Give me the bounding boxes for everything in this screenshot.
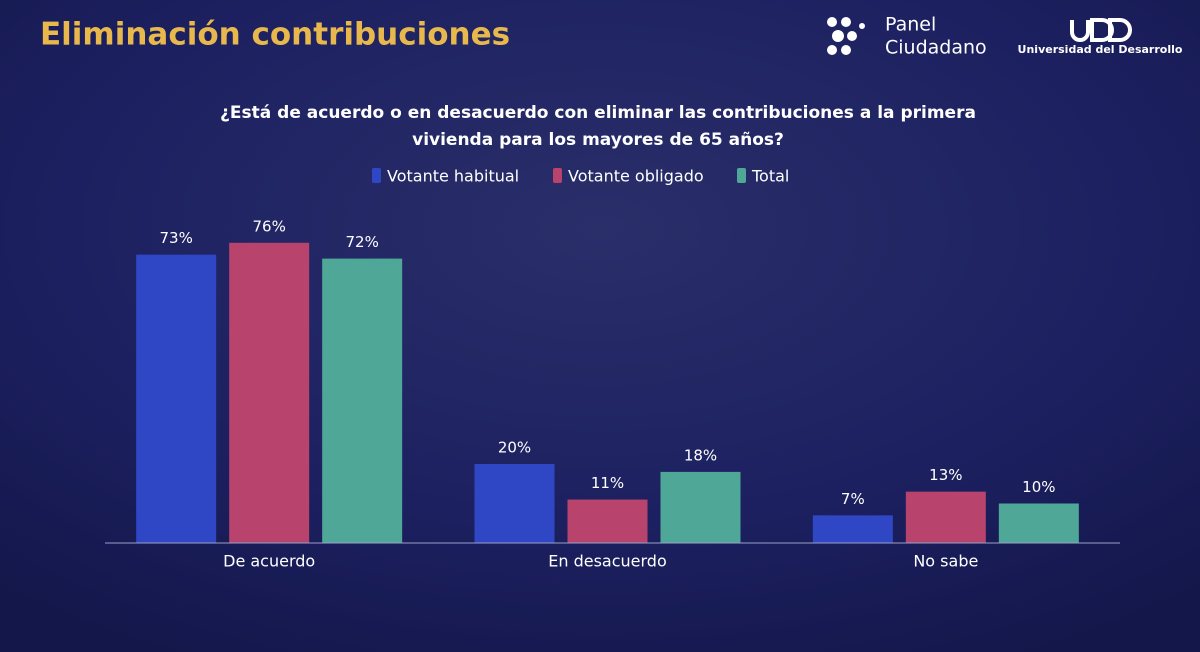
x-tick-label: De acuerdo <box>223 552 315 571</box>
legend-swatch <box>737 168 746 183</box>
bar <box>567 499 648 543</box>
chart-title: Eliminación contribuciones <box>40 17 510 53</box>
bar <box>229 242 310 544</box>
legend-label: Total <box>751 167 789 186</box>
data-label: 20% <box>498 439 531 457</box>
data-label: 73% <box>159 229 192 247</box>
bar <box>905 491 986 543</box>
bar <box>474 464 555 543</box>
data-label: 10% <box>1022 478 1055 496</box>
logo-text: Ciudadano <box>885 37 987 59</box>
legend-label: Votante habitual <box>387 167 519 186</box>
legend-swatch <box>553 168 562 183</box>
bar <box>322 258 403 543</box>
bar <box>136 254 217 543</box>
logo-panel: Panel Ciudadano <box>827 14 987 59</box>
x-tick-label: En desacuerdo <box>548 552 667 571</box>
bar <box>660 471 741 543</box>
legend-label: Votante obligado <box>568 167 704 186</box>
subtitle: ¿Está de acuerdo o en desacuerdo con eli… <box>220 103 976 123</box>
bar <box>812 515 893 543</box>
x-tick-label: No sabe <box>913 552 978 571</box>
subtitle: vivienda para los mayores de 65 años? <box>412 130 784 150</box>
bar <box>998 503 1079 543</box>
logo-text: Panel <box>885 14 936 36</box>
data-label: 76% <box>252 217 285 235</box>
data-label: 13% <box>929 466 962 484</box>
data-label: 11% <box>591 474 624 492</box>
data-label: 18% <box>684 446 717 464</box>
legend-swatch <box>372 168 381 183</box>
data-label: 7% <box>841 490 865 508</box>
logo-udd: Universidad del Desarrollo <box>1018 18 1183 56</box>
logo-text: Universidad del Desarrollo <box>1018 43 1183 56</box>
data-label: 72% <box>345 233 378 251</box>
